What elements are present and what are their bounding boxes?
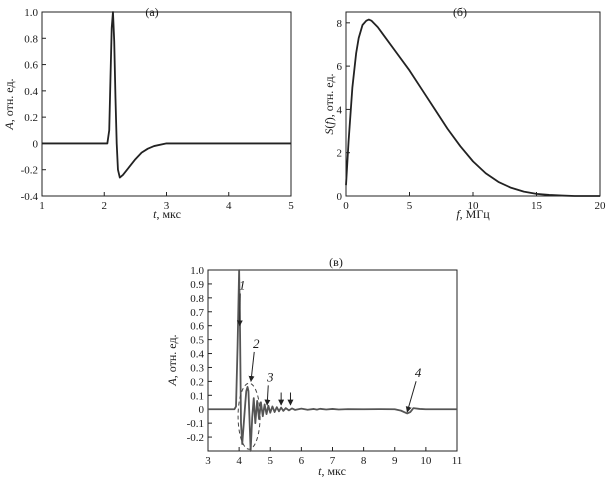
y-axis-label: A, отн. ед.: [2, 78, 16, 130]
x-tick-label: 4: [226, 200, 232, 212]
plot-frame: [207, 269, 458, 452]
series-line: [345, 18, 600, 197]
plot-frame: [41, 11, 292, 197]
annotation-label-3: 3: [266, 369, 274, 384]
x-tick-label: 10: [420, 455, 432, 467]
y-tick-label: -0.4: [21, 191, 39, 203]
y-tick-label: 0.8: [24, 33, 38, 45]
x-axis-label: t, мкс: [153, 207, 181, 221]
y-tick-label: 0.4: [24, 86, 38, 98]
y-tick-label: 0.8: [190, 293, 204, 305]
x-tick-label: 0: [343, 200, 349, 212]
x-tick-label: 11: [452, 455, 463, 467]
annotation-label-1: 1: [239, 277, 246, 292]
panel-label: (б): [453, 5, 467, 19]
x-tick-label: 6: [299, 455, 305, 467]
x-tick-label: 8: [361, 455, 367, 467]
x-tick-label: 4: [236, 455, 242, 467]
y-tick-label: -0.2: [187, 432, 204, 444]
annotation-arrow-3: [264, 385, 271, 406]
y-tick-label: 1.0: [24, 7, 38, 19]
y-tick-label: 0.6: [24, 60, 38, 72]
y-tick-label: 0.3: [190, 362, 204, 374]
x-tick-label: 2: [102, 200, 108, 212]
x-axis-label: f, МГц: [456, 207, 490, 221]
highlight-ellipse: [237, 382, 261, 450]
x-tick-label: 7: [330, 455, 336, 467]
y-tick-label: 4: [337, 104, 343, 116]
annotation-arrow-4: [405, 381, 417, 413]
x-tick-label: 3: [164, 200, 170, 212]
panel-label: (в): [329, 255, 343, 269]
x-tick-label: 9: [392, 455, 398, 467]
y-tick-label: 6: [337, 61, 343, 73]
chart-panel-1: 1 2 3 4 5 -0.4 -0.2 0 0.2 0.4 0.6 0.8 1.0 t, мкс A, от…: [2, 5, 294, 221]
y-axis-label: S(f), отн. ед.: [322, 73, 336, 134]
y-tick-label: 0: [337, 191, 343, 203]
x-tick-label: 5: [268, 455, 274, 467]
y-tick-label: -0.1: [187, 418, 204, 430]
y-tick-label: 0.2: [190, 376, 204, 388]
panel-label: (а): [145, 5, 158, 19]
y-tick-label: 2: [337, 148, 343, 160]
chart-panel-3: 3 4 5 6 7 8 9 10 11 -0.2 -0.1 0 0.1 0.2 0.30.4 0.5 0.6 0.…: [165, 255, 462, 478]
y-tick-label: 1.0: [190, 265, 204, 277]
y-tick-label: 0: [33, 138, 39, 150]
x-tick-label: 5: [288, 200, 294, 212]
x-axis-label: t, мкс: [318, 464, 346, 478]
x-tick-label: 20: [595, 200, 607, 212]
y-tick-label: -0.2: [21, 165, 38, 177]
annotation-label-4: 4: [415, 365, 422, 380]
y-tick-label: 8: [337, 18, 343, 30]
y-tick-label: 0.1: [190, 390, 204, 402]
y-tick-label: 0: [199, 404, 205, 416]
x-tick-label: 10: [468, 200, 480, 212]
y-tick-label: 0.6: [190, 321, 204, 333]
x-tick-label: 1: [39, 200, 45, 212]
chart-panel-2: 0 5 10 15 20 0 2 4 6 8 f, МГц S(f), отн. ед. (б): [322, 5, 606, 221]
annotation-label-2: 2: [253, 336, 260, 351]
x-tick-label: 15: [531, 200, 543, 212]
y-axis-label: A, отн. ед.: [165, 334, 179, 386]
x-tick-label: 5: [407, 200, 413, 212]
annotation-arrow-2: [248, 351, 255, 382]
y-tick-label: 0.4: [190, 349, 204, 361]
y-tick-label: 0.9: [190, 279, 204, 291]
y-tick-label: 0.7: [190, 307, 204, 319]
plot-frame: [345, 11, 601, 197]
y-tick-label: 0.5: [190, 335, 204, 347]
y-tick-label: 0.2: [24, 112, 38, 124]
x-tick-label: 3: [205, 455, 211, 467]
series-line: [42, 11, 291, 179]
series-line: [208, 269, 457, 452]
